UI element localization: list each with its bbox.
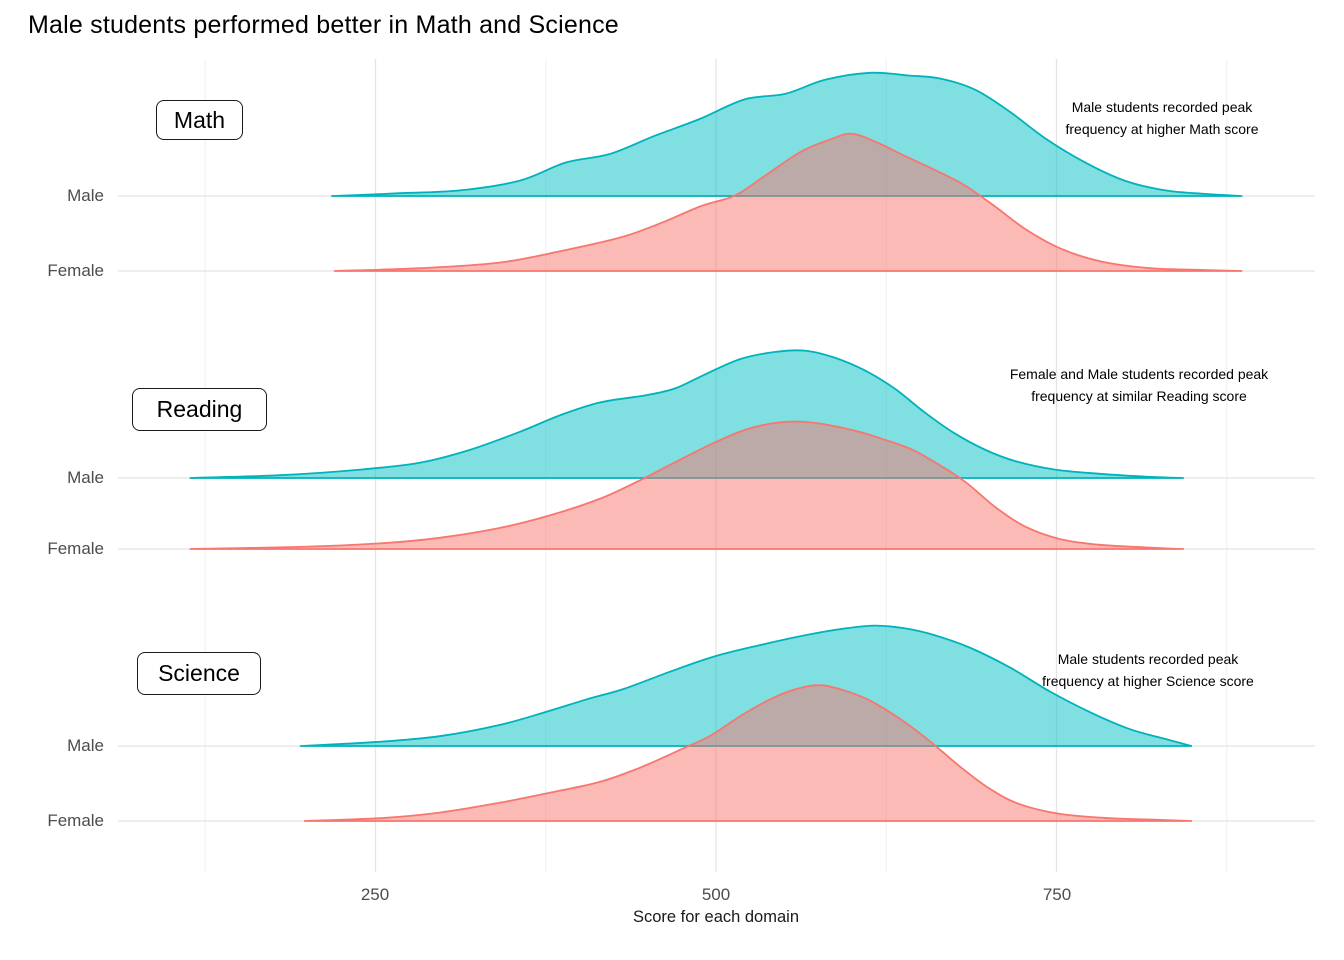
y-axis-label-reading-male: Male (67, 468, 104, 487)
x-tick-label-750: 750 (1042, 885, 1072, 904)
annotation-science-line2: frequency at higher Science score (1042, 672, 1254, 689)
annotation-math-line2: frequency at higher Math score (1065, 120, 1259, 137)
density-curve-reading-female (189, 420, 1185, 550)
y-axis-label-math-female: Female (47, 261, 104, 280)
y-axis-label-reading-female: Female (47, 539, 104, 558)
y-axis-label-science-female: Female (47, 811, 104, 830)
panel-label-reading-text: Reading (156, 396, 243, 422)
panel-label-math-text: Math (173, 106, 226, 133)
annotation-science: Male students recorded peak frequency at… (978, 649, 1318, 692)
annotation-math: Male students recorded peak frequency at… (992, 97, 1332, 140)
panel-label-science-text: Science (158, 660, 240, 686)
panel-label-reading: Reading (132, 388, 267, 431)
density-curve-science-female (303, 684, 1193, 822)
x-axis-title: Score for each domain (632, 908, 799, 926)
x-tick-label-250: 250 (360, 885, 390, 904)
density-curve-reading-male (189, 349, 1185, 479)
y-axis-label-science-male: Male (67, 736, 104, 755)
density-curve-science-male (299, 624, 1193, 747)
density-curve-math-male (331, 71, 1243, 197)
x-tick-label-500: 500 (701, 885, 731, 904)
annotation-reading-line1: Female and Male students recorded peak (1009, 366, 1269, 382)
annotation-science-line1: Male students recorded peak (1057, 651, 1239, 667)
y-axis-label-math-male: Male (67, 186, 104, 205)
panel-label-science: Science (137, 652, 261, 695)
panel-label-math: Math (156, 100, 243, 140)
annotation-math-line1: Male students recorded peak (1071, 99, 1253, 115)
chart-title: Male students performed better in Math a… (28, 11, 619, 39)
annotation-reading-line2: frequency at similar Reading score (1031, 387, 1247, 404)
density-curve-math-female (333, 132, 1243, 272)
annotation-reading: Female and Male students recorded peak f… (969, 364, 1309, 407)
